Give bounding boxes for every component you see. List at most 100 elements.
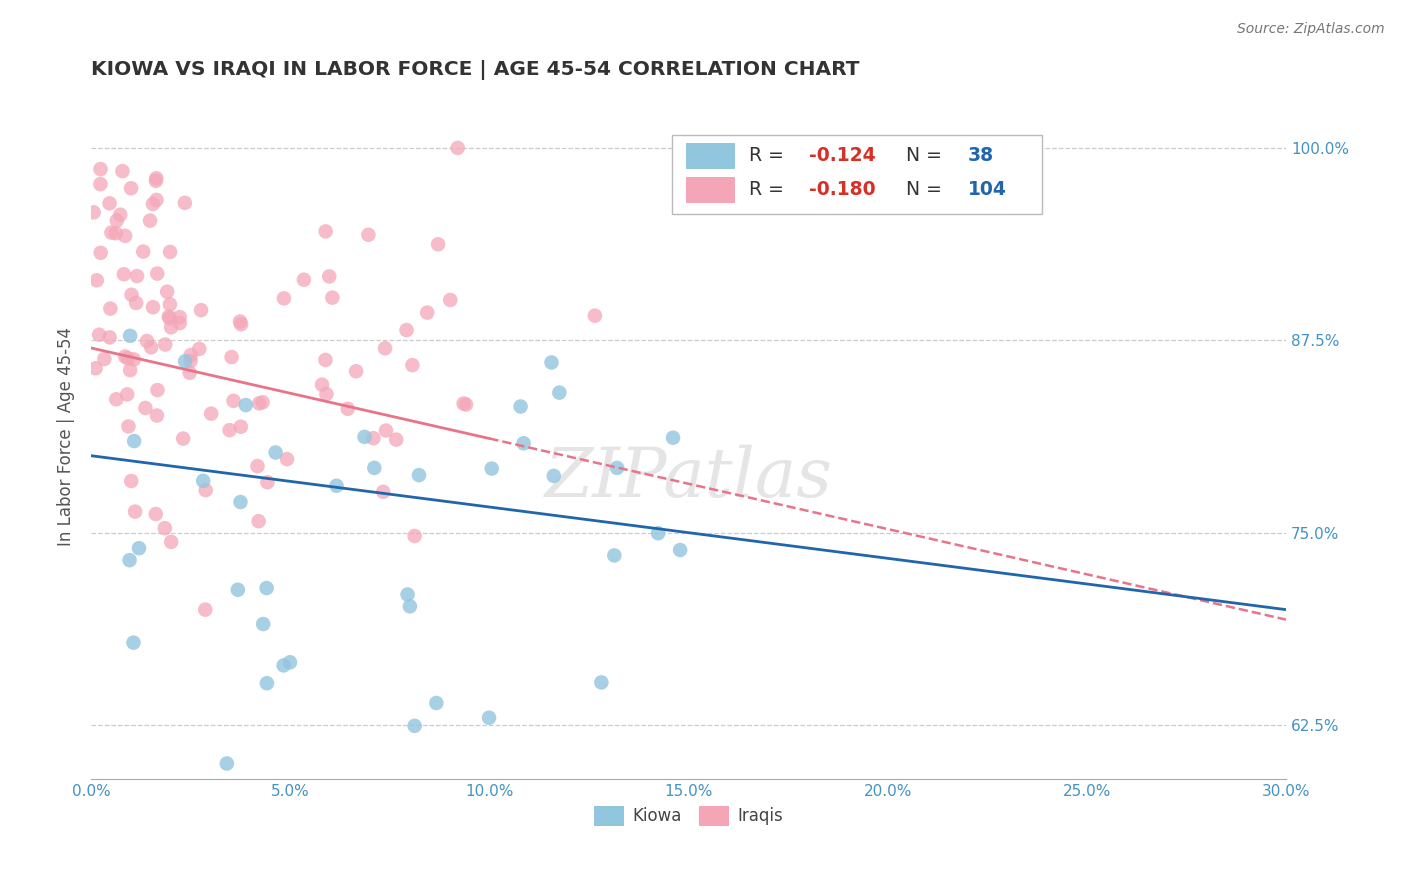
Point <box>385 433 408 447</box>
Point <box>191 474 214 488</box>
Point <box>669 543 692 558</box>
Point <box>453 396 475 410</box>
Point <box>315 387 337 401</box>
Point <box>169 310 191 324</box>
Point <box>159 244 181 259</box>
Point <box>120 181 142 195</box>
Point <box>194 602 217 616</box>
Point <box>363 431 385 445</box>
Point <box>292 273 315 287</box>
Point <box>98 330 121 344</box>
Point <box>188 342 211 356</box>
Point <box>139 340 162 354</box>
Point <box>122 352 145 367</box>
Text: ZIPatlas: ZIPatlas <box>544 444 832 511</box>
Point <box>169 316 191 330</box>
Point <box>142 300 165 314</box>
Point <box>252 617 274 632</box>
Text: 38: 38 <box>967 146 994 165</box>
Legend: Kiowa, Iraqis: Kiowa, Iraqis <box>588 799 789 832</box>
Point <box>256 475 278 490</box>
Point <box>104 226 127 240</box>
Point <box>247 514 270 528</box>
Point <box>128 541 150 556</box>
Text: R =: R = <box>749 180 790 199</box>
Text: N =: N = <box>894 180 948 199</box>
Point <box>336 401 359 416</box>
Point <box>120 328 142 343</box>
Point <box>321 291 343 305</box>
Point <box>190 303 212 318</box>
Point <box>105 213 128 227</box>
Point <box>408 468 430 483</box>
Point <box>606 461 628 475</box>
Point <box>540 355 562 369</box>
Point <box>454 398 477 412</box>
Point <box>145 193 167 207</box>
Point <box>117 351 139 366</box>
Point <box>447 141 470 155</box>
Point <box>401 358 423 372</box>
Point <box>98 196 121 211</box>
Point <box>374 341 396 355</box>
Point <box>235 398 257 412</box>
Point <box>273 658 295 673</box>
Point <box>115 387 138 401</box>
Point <box>110 208 132 222</box>
Point <box>83 205 105 219</box>
Text: -0.124: -0.124 <box>808 146 876 165</box>
Point <box>276 452 298 467</box>
Point <box>344 364 367 378</box>
Point <box>311 377 333 392</box>
Point <box>174 354 197 368</box>
Point <box>373 484 395 499</box>
Point <box>222 393 245 408</box>
Point <box>121 287 143 301</box>
Point <box>416 305 439 319</box>
Point <box>256 581 278 595</box>
Point <box>425 696 447 710</box>
Point <box>145 174 167 188</box>
Point <box>89 177 111 191</box>
Point <box>543 468 565 483</box>
Point <box>86 273 108 287</box>
Point <box>159 297 181 311</box>
Point <box>273 291 295 305</box>
Point <box>226 582 249 597</box>
Point <box>160 534 183 549</box>
Point <box>145 507 167 521</box>
Point <box>146 383 169 397</box>
Point <box>89 327 111 342</box>
Point <box>122 635 145 649</box>
Point <box>135 334 157 348</box>
Point <box>278 655 301 669</box>
Bar <box>686 178 734 203</box>
Point <box>200 407 222 421</box>
Point <box>439 293 461 307</box>
Point <box>478 711 501 725</box>
Point <box>173 195 195 210</box>
Text: N =: N = <box>894 146 948 165</box>
Point <box>160 320 183 334</box>
Point <box>98 301 121 316</box>
Point <box>548 385 571 400</box>
Point <box>247 396 270 410</box>
Point <box>221 350 243 364</box>
Point <box>100 226 122 240</box>
Point <box>114 350 136 364</box>
Point <box>156 285 179 299</box>
Point <box>194 483 217 497</box>
Point <box>264 445 287 459</box>
Text: R =: R = <box>749 146 790 165</box>
Point <box>93 351 115 366</box>
Point <box>353 430 375 444</box>
Point <box>229 318 252 332</box>
Point <box>146 409 169 423</box>
Point <box>647 526 669 541</box>
Point <box>159 311 181 326</box>
Point <box>315 224 337 238</box>
Text: Source: ZipAtlas.com: Source: ZipAtlas.com <box>1237 22 1385 37</box>
Point <box>153 521 176 535</box>
Point <box>509 400 531 414</box>
Point <box>404 719 426 733</box>
